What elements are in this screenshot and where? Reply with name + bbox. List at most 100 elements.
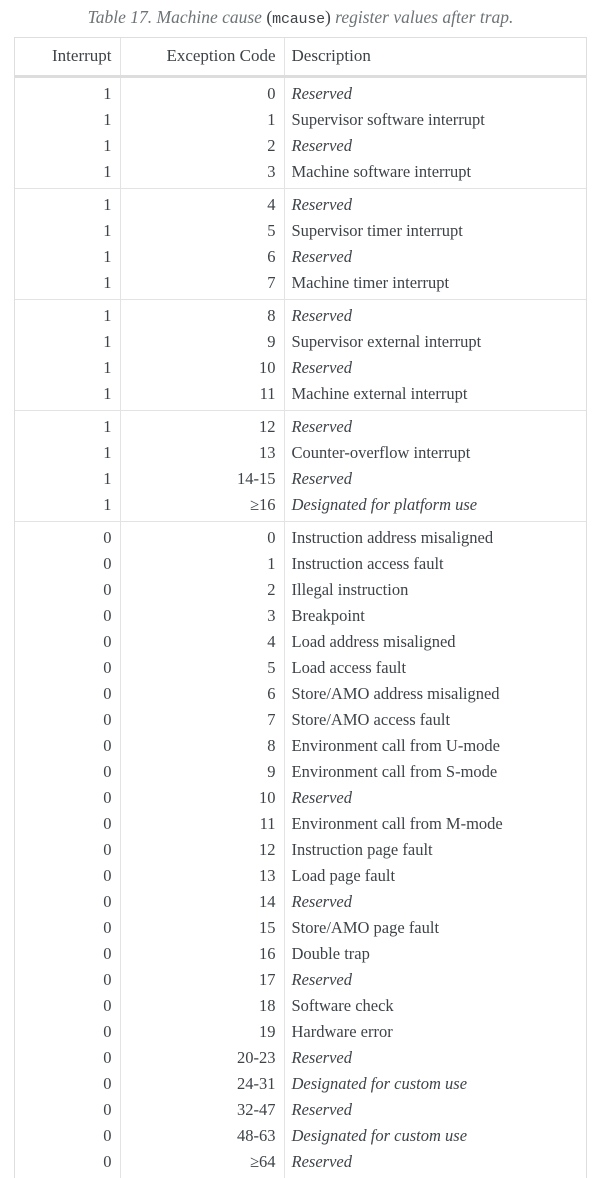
table-row: 0 5 Load access fault (15, 655, 586, 681)
cell-exception-code: 14 (120, 889, 285, 915)
cell-description: Reserved (291, 136, 352, 155)
cell-exception-code: 13 (120, 440, 285, 466)
cell-interrupt: 0 (15, 521, 121, 551)
cell-interrupt: 1 (15, 329, 121, 355)
cell-description: Illegal instruction (291, 580, 409, 599)
cell-interrupt: 1 (15, 76, 121, 107)
cell-interrupt: 1 (15, 133, 121, 159)
table-row: 0 13 Load page fault (15, 863, 586, 889)
cell-description: Counter-overflow interrupt (291, 443, 471, 462)
cell-exception-code: 19 (120, 1019, 285, 1045)
table-row: 0 6 Store/AMO address misaligned (15, 681, 586, 707)
cell-exception-code: 4 (120, 629, 285, 655)
caption-open-paren: ( (266, 7, 273, 27)
cell-exception-code: 4 (120, 188, 285, 218)
cell-interrupt: 0 (15, 759, 121, 785)
table-row: 1 14-15 Reserved (15, 466, 586, 492)
table-row: 1 8 Reserved (15, 299, 586, 329)
cell-exception-code: 7 (120, 707, 285, 733)
cell-description: Reserved (291, 892, 352, 911)
cell-exception-code: 48-63 (120, 1123, 285, 1149)
table-row: 1 2 Reserved (15, 133, 586, 159)
cell-description: Load page fault (291, 866, 396, 885)
cell-description: Machine software interrupt (291, 162, 472, 181)
cell-description: Reserved (291, 469, 352, 488)
table-row: 1 11 Machine external interrupt (15, 381, 586, 411)
cell-exception-code: 2 (120, 577, 285, 603)
cell-interrupt: 0 (15, 629, 121, 655)
cell-interrupt: 1 (15, 159, 121, 189)
table-row: 1 5 Supervisor timer interrupt (15, 218, 586, 244)
cell-exception-code: 11 (120, 381, 285, 411)
table-row: 0 15 Store/AMO page fault (15, 915, 586, 941)
cell-interrupt: 0 (15, 1123, 121, 1149)
cell-exception-code: 12 (120, 837, 285, 863)
cell-description: Store/AMO address misaligned (291, 684, 500, 703)
cell-interrupt: 0 (15, 551, 121, 577)
cell-interrupt: 0 (15, 733, 121, 759)
cell-interrupt: 0 (15, 603, 121, 629)
cell-description: Reserved (291, 84, 352, 103)
cell-description: Environment call from U-mode (291, 736, 500, 755)
cell-exception-code: 32-47 (120, 1097, 285, 1123)
cell-exception-code: 6 (120, 244, 285, 270)
cell-exception-code: 10 (120, 355, 285, 381)
table-row: 0 24-31 Designated for custom use (15, 1071, 586, 1097)
cell-exception-code: 20-23 (120, 1045, 285, 1071)
cell-exception-code: 1 (120, 107, 285, 133)
table-row: 1 4 Reserved (15, 188, 586, 218)
cell-interrupt: 1 (15, 188, 121, 218)
cell-exception-code: 5 (120, 218, 285, 244)
cell-interrupt: 0 (15, 889, 121, 915)
table-row: 1 9 Supervisor external interrupt (15, 329, 586, 355)
table-row: 0 3 Breakpoint (15, 603, 586, 629)
cell-interrupt: 0 (15, 681, 121, 707)
table-row: 0 32-47 Reserved (15, 1097, 586, 1123)
table-row: 0 4 Load address misaligned (15, 629, 586, 655)
cell-exception-code: 8 (120, 733, 285, 759)
cell-exception-code: 8 (120, 299, 285, 329)
cell-exception-code: 7 (120, 270, 285, 300)
table-row: 1 ≥16 Designated for platform use (15, 492, 586, 522)
table-row: 1 10 Reserved (15, 355, 586, 381)
table-row: 0 10 Reserved (15, 785, 586, 811)
cell-description: Breakpoint (291, 606, 365, 625)
cell-exception-code: 11 (120, 811, 285, 837)
cell-interrupt: 1 (15, 218, 121, 244)
cell-description: Reserved (291, 358, 352, 377)
table-row: 0 8 Environment call from U-mode (15, 733, 586, 759)
cell-description: Instruction address misaligned (284, 521, 586, 551)
cell-interrupt: 1 (15, 466, 121, 492)
table-row: 0 0 Instruction address misaligned (15, 521, 586, 551)
cell-exception-code: 16 (120, 941, 285, 967)
table-body: 1 0 Reserved 1 1 Supervisor software interrup… (15, 76, 586, 1178)
cell-interrupt: 0 (15, 707, 121, 733)
cell-description: Hardware error (291, 1022, 393, 1041)
cell-description: Reserved (284, 299, 586, 329)
cell-exception-code: 0 (120, 521, 285, 551)
cell-exception-code: 9 (120, 759, 285, 785)
cell-interrupt: 0 (15, 837, 121, 863)
cell-description: Machine timer interrupt (291, 273, 450, 292)
table-row: 0 20-23 Reserved (15, 1045, 586, 1071)
table-row: 1 1 Supervisor software interrupt (15, 107, 586, 133)
cell-interrupt: 0 (15, 967, 121, 993)
cell-description: Instruction page fault (291, 840, 433, 859)
cell-exception-code: 5 (120, 655, 285, 681)
cell-exception-code: 2 (120, 133, 285, 159)
cell-exception-code: 18 (120, 993, 285, 1019)
table-row: 0 17 Reserved (15, 967, 586, 993)
table-row: 0 14 Reserved (15, 889, 586, 915)
table-caption: Table 17. Machine cause (mcause) registe… (0, 4, 601, 33)
table-header: Interrupt Exception Code Description (15, 38, 586, 77)
cell-interrupt: 1 (15, 410, 121, 440)
cell-description: Reserved (291, 247, 352, 266)
table-row: 1 7 Machine timer interrupt (15, 270, 586, 300)
cell-description: Double trap (291, 944, 370, 963)
cell-description: Store/AMO access fault (291, 710, 451, 729)
table-row: 0 16 Double trap (15, 941, 586, 967)
cell-exception-code: 0 (120, 76, 285, 107)
cell-interrupt: 1 (15, 244, 121, 270)
